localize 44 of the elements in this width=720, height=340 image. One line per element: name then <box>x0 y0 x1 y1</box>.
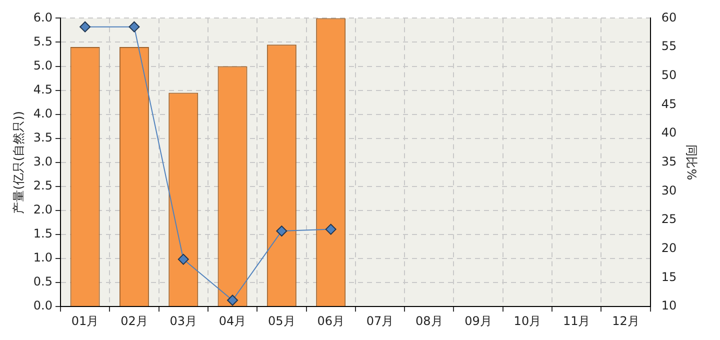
y-tick-label: 3.0 <box>33 154 52 169</box>
point <box>276 226 288 237</box>
y2-tick-label: 10 <box>661 298 677 313</box>
point <box>325 224 336 235</box>
y-tick-label: 0.0 <box>33 298 52 313</box>
y2-tick-label: 40 <box>661 126 677 140</box>
y-tick-label: 2.5 <box>33 178 52 193</box>
y2-tick-label: 30 <box>661 183 677 198</box>
y-tick-label: 3.5 <box>33 130 52 144</box>
y2-tick-label: 35 <box>661 154 677 169</box>
x-tick-label: 11月 <box>562 314 590 328</box>
y2-tick-label: 50 <box>661 68 677 82</box>
x-tick-label: 05月 <box>268 314 296 328</box>
y2-tick-label: 25 <box>661 212 677 226</box>
x-tick-label: 01月 <box>71 314 99 328</box>
y-tick-label: 1.5 <box>33 226 52 241</box>
point <box>80 21 91 32</box>
y-tick-label: 1.0 <box>33 250 52 265</box>
x-tick-label: 06月 <box>317 314 344 328</box>
x-tick-label: 12月 <box>612 314 640 328</box>
y-tick-label: 4.0 <box>33 106 52 120</box>
x-tick-label: 04月 <box>218 314 246 328</box>
x-tick-label: 07月 <box>366 314 394 328</box>
y2-tick-label: 15 <box>661 270 677 284</box>
y-tick-label: 5.5 <box>33 34 52 48</box>
x-tick-label: 03月 <box>170 314 198 328</box>
y-tick-label: 6.0 <box>33 10 52 24</box>
y2-tick-label: 55 <box>661 39 677 54</box>
x-tick-label: 09月 <box>464 314 492 328</box>
y-tick-label: 4.5 <box>33 82 52 96</box>
y-tick-label: 5.0 <box>33 58 52 72</box>
y-tick-label: 0.5 <box>33 274 52 289</box>
y2-tick-label: 45 <box>661 96 677 111</box>
y2-tick-label: 60 <box>661 10 677 24</box>
y2-tick-label: 20 <box>661 241 677 256</box>
y-tick-label: 2.0 <box>33 202 52 217</box>
point <box>227 294 238 306</box>
x-tick-label: 10月 <box>514 314 542 328</box>
x-tick-label: 08月 <box>415 314 443 328</box>
y2-axis-title: 同比% <box>684 144 699 180</box>
x-tick-label: 02月 <box>120 314 148 328</box>
point <box>178 254 189 265</box>
point <box>128 21 140 32</box>
y-axis-title: 产量(亿只(自然只)) <box>11 111 26 214</box>
